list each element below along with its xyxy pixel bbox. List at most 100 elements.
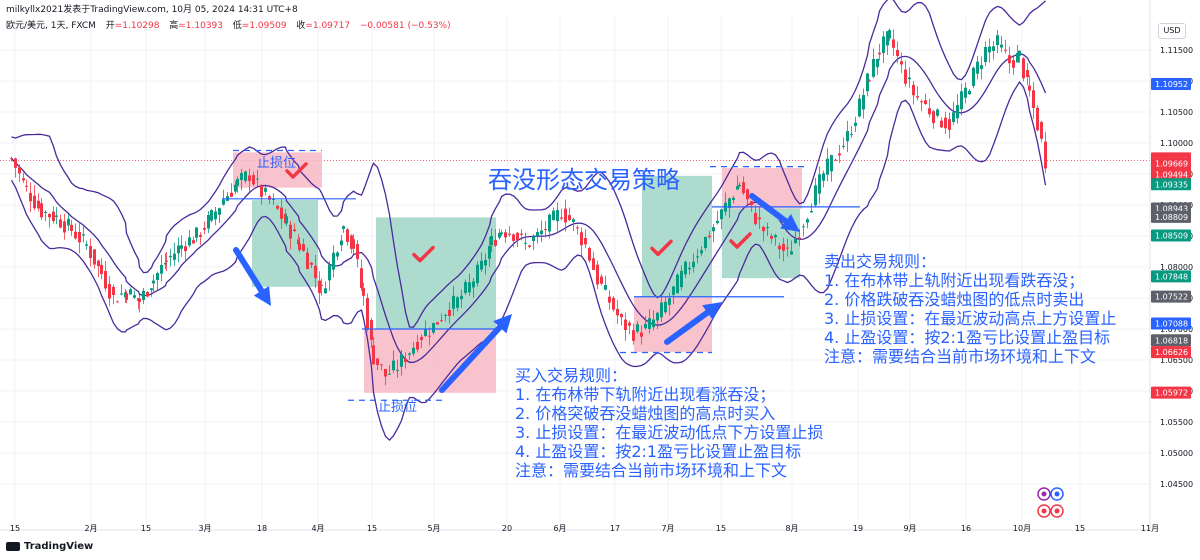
candle-body (74, 231, 77, 239)
candle-body (548, 214, 551, 232)
candle (876, 58, 879, 75)
candle-body (1012, 60, 1015, 68)
candle (932, 109, 935, 129)
candle-body (818, 174, 821, 194)
candle-body (207, 214, 210, 229)
candle (782, 237, 785, 262)
x-tick-label: 17 (610, 524, 620, 533)
candle-body (520, 233, 523, 235)
candle-body (476, 264, 479, 284)
time-axis[interactable]: 15 2月 15 3月 18 4月 15 5月 20 6月 17 7月 15 8月 19 9月 16 10月 15 1… (0, 524, 1159, 533)
candle-body (798, 237, 801, 240)
candle-body (52, 211, 55, 222)
candle-body (488, 246, 491, 259)
candle (138, 294, 141, 313)
candle (838, 145, 841, 164)
candle (672, 286, 675, 305)
candle (664, 296, 667, 315)
candle-body (964, 87, 967, 98)
candle-body (900, 61, 903, 65)
candle (460, 289, 463, 308)
price-tag-background (1151, 346, 1191, 359)
candle-body (444, 314, 447, 316)
candle-body (620, 314, 623, 318)
candle-body (280, 207, 283, 219)
price-tag-background (1151, 168, 1191, 181)
candle (1008, 46, 1011, 74)
candle (778, 242, 781, 259)
candle (93, 249, 96, 269)
candle (256, 169, 259, 188)
check-mark-icon (650, 239, 673, 257)
candle (346, 227, 349, 246)
currency-button[interactable]: USD (1158, 23, 1186, 39)
price-tag: 1.08809 (1151, 210, 1191, 223)
candle-body (40, 203, 43, 218)
candle-body (866, 73, 869, 92)
candle (63, 213, 66, 240)
candle (67, 213, 70, 231)
candle (340, 234, 343, 252)
candle-body (656, 312, 659, 321)
candle-body (289, 224, 292, 239)
candle-body (214, 211, 217, 220)
candle (754, 205, 757, 226)
candle-body (298, 243, 301, 251)
candle-body (104, 271, 107, 289)
candle (628, 320, 631, 335)
candle (332, 245, 335, 278)
candle-body (632, 330, 635, 341)
candle-body (660, 302, 663, 318)
x-tick-label: 11月 (1141, 524, 1159, 533)
price-axis[interactable]: 1.115001.110001.105001.100001.095001.090… (1149, 0, 1200, 560)
candle (173, 242, 176, 267)
candle-body (728, 198, 731, 209)
candle-body (350, 235, 353, 249)
candle (720, 208, 723, 230)
candle (1016, 45, 1019, 63)
candle (912, 80, 915, 105)
candle (1004, 39, 1007, 54)
candle-body (888, 30, 891, 39)
candle-body (868, 80, 871, 82)
candle (104, 261, 107, 292)
candle (814, 178, 817, 208)
candle (142, 287, 145, 305)
price-tag-background (1151, 317, 1191, 330)
buy-rules: 买入交易规则： 1. 在布林带下轨附近出现看涨吞没； 2. 价格突破吞没蜡烛图的… (515, 366, 823, 480)
x-tick-label: 18 (257, 524, 267, 533)
candle (996, 29, 999, 54)
candle (900, 52, 903, 74)
candle-body (524, 242, 527, 244)
open-value: =1.10298 (114, 21, 160, 31)
check-mark-icon (285, 162, 308, 179)
candle (882, 31, 885, 64)
candle (464, 279, 467, 295)
x-tick-label: 8月 (785, 524, 798, 533)
x-tick-label: 15 (367, 524, 377, 533)
tradingview-logo[interactable]: TradingView (6, 541, 93, 552)
candle-body (169, 255, 172, 258)
candle (528, 244, 531, 249)
chart-grid (0, 16, 1151, 530)
candle-body (616, 308, 619, 316)
sell-rule-line: 4. 止盈设置：按2:1盈亏比设置止盈目标 (824, 328, 1111, 347)
candle-body (564, 208, 567, 223)
price-tag-background (1151, 270, 1191, 283)
candle-body (504, 232, 507, 238)
candle-body (1000, 44, 1003, 48)
price-tag-background (1151, 157, 1191, 170)
buy-rule-line: 4. 止盈设置：按2:1盈亏比设置止盈目标 (515, 442, 802, 461)
candle-body (285, 216, 288, 224)
candle (892, 29, 895, 56)
sell-arrow-head (780, 214, 800, 232)
candle-body (318, 280, 321, 294)
candle (44, 210, 47, 222)
candle-body (822, 173, 825, 181)
candle (306, 247, 309, 270)
candle (468, 273, 471, 297)
candle-body (580, 232, 583, 246)
candle-body (328, 264, 331, 281)
candle-body (324, 288, 327, 294)
